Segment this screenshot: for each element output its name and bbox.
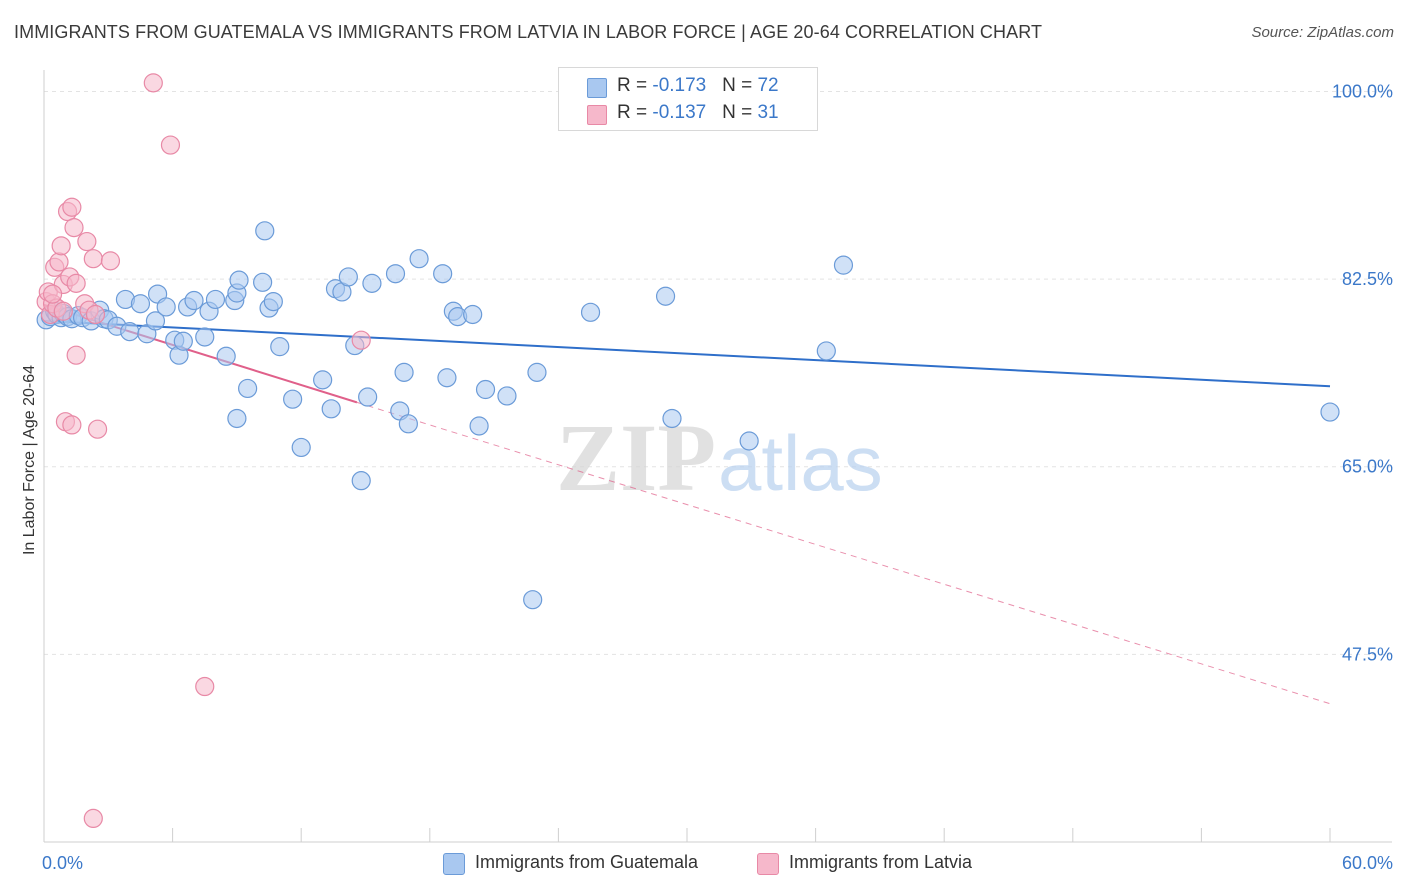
point-latvia-15 xyxy=(64,218,84,238)
trend-line-latvia-extension xyxy=(356,401,1331,705)
y-tick-label-0: 100.0% xyxy=(1332,81,1393,101)
n-value: 31 xyxy=(757,102,779,123)
y-tick-label-2: 65.0% xyxy=(1342,457,1393,477)
legend-label-guatemala: Immigrants from Guatemala xyxy=(475,852,699,872)
trend-line-guatemala xyxy=(43,319,1331,388)
r-value: -0.173 xyxy=(652,75,707,96)
point-guatemala-38 xyxy=(263,292,283,312)
point-latvia-16 xyxy=(66,273,86,293)
point-latvia-22 xyxy=(85,304,106,325)
watermark-atlas: atlas xyxy=(718,419,883,507)
point-guatemala-30 xyxy=(216,346,236,366)
point-guatemala-72 xyxy=(816,341,836,361)
point-guatemala-29 xyxy=(205,289,226,310)
point-guatemala-26 xyxy=(184,290,204,311)
point-guatemala-47 xyxy=(338,267,358,287)
r-value: -0.137 xyxy=(652,102,707,123)
point-guatemala-19 xyxy=(145,311,166,331)
point-latvia-24 xyxy=(100,251,121,271)
point-guatemala-39 xyxy=(255,221,275,241)
point-guatemala-61 xyxy=(463,304,483,325)
point-guatemala-17 xyxy=(130,294,151,314)
point-guatemala-69 xyxy=(662,408,682,429)
trend-lines xyxy=(43,303,1331,705)
point-latvia-25 xyxy=(143,73,163,93)
latvia-swatch xyxy=(587,105,607,125)
point-latvia-28 xyxy=(351,330,371,350)
x-tick-label-0: 0.0% xyxy=(42,853,83,873)
point-latvia-19 xyxy=(77,231,97,252)
tick-labels: 100.0% 82.5% 65.0% 47.5% 0.0% 60.0% xyxy=(42,81,1393,873)
point-guatemala-58 xyxy=(437,368,457,388)
r-label: R = xyxy=(617,102,653,123)
point-guatemala-36 xyxy=(253,272,273,292)
point-latvia-14 xyxy=(62,415,82,435)
point-guatemala-15 xyxy=(120,322,140,342)
source-credit: Source: ZipAtlas.com xyxy=(1251,24,1394,41)
point-guatemala-62 xyxy=(469,416,489,436)
point-guatemala-44 xyxy=(321,399,341,419)
x-tick-label-1: 60.0% xyxy=(1342,853,1393,873)
point-guatemala-56 xyxy=(409,249,429,269)
point-latvia-21 xyxy=(83,249,103,269)
point-guatemala-66 xyxy=(527,362,547,382)
point-guatemala-73 xyxy=(833,255,854,275)
point-guatemala-68 xyxy=(655,286,676,306)
gridlines xyxy=(44,90,1392,655)
guatemala-swatch xyxy=(587,78,607,98)
point-guatemala-42 xyxy=(291,437,311,458)
axes xyxy=(43,70,1392,843)
point-guatemala-21 xyxy=(156,297,176,317)
guatemala-legend-swatch xyxy=(443,853,465,875)
point-latvia-30 xyxy=(42,284,63,304)
point-guatemala-65 xyxy=(523,590,543,610)
n-label: N = xyxy=(722,102,758,123)
point-guatemala-55 xyxy=(398,414,418,434)
point-guatemala-57 xyxy=(433,264,453,284)
point-guatemala-34 xyxy=(238,378,258,399)
watermark: ZIP atlas xyxy=(556,404,883,511)
point-latvia-29 xyxy=(83,808,103,829)
point-guatemala-27 xyxy=(195,327,215,347)
point-guatemala-33 xyxy=(229,270,249,290)
point-latvia-7 xyxy=(51,236,71,256)
point-latvia-13 xyxy=(62,197,82,217)
point-guatemala-71 xyxy=(739,431,759,451)
point-latvia-27 xyxy=(195,676,215,697)
point-guatemala-41 xyxy=(270,337,290,357)
latvia-legend-swatch xyxy=(757,853,779,875)
point-guatemala-35 xyxy=(227,408,247,429)
point-latvia-23 xyxy=(87,419,108,439)
point-guatemala-54 xyxy=(394,362,414,382)
point-guatemala-49 xyxy=(351,471,371,491)
data-points xyxy=(36,72,1340,829)
watermark-zip: ZIP xyxy=(556,404,716,511)
point-latvia-6 xyxy=(49,252,69,272)
point-guatemala-51 xyxy=(362,273,382,293)
point-latvia-8 xyxy=(53,301,73,321)
y-tick-label-1: 82.5% xyxy=(1342,269,1393,289)
point-guatemala-50 xyxy=(358,387,378,407)
point-guatemala-67 xyxy=(580,302,601,322)
r-label: R = xyxy=(617,75,653,96)
point-guatemala-24 xyxy=(173,331,193,351)
stats-legend: R = -0.173 N = 72 R = -0.137 N = 31 xyxy=(558,67,818,131)
point-guatemala-52 xyxy=(385,264,406,284)
point-guatemala-43 xyxy=(313,370,333,390)
n-value: 72 xyxy=(757,75,779,96)
point-guatemala-74 xyxy=(1320,402,1340,422)
series-legend: Immigrants from Guatemala Immigrants fro… xyxy=(0,851,1406,879)
point-latvia-17 xyxy=(66,345,86,365)
point-guatemala-40 xyxy=(283,389,303,409)
point-guatemala-63 xyxy=(475,379,496,400)
chart-title: IMMIGRANTS FROM GUATEMALA VS IMMIGRANTS … xyxy=(14,22,1043,42)
legend-label-latvia: Immigrants from Latvia xyxy=(789,852,973,872)
y-tick-label-3: 47.5% xyxy=(1342,644,1393,664)
point-guatemala-64 xyxy=(497,386,517,406)
n-label: N = xyxy=(722,75,758,96)
point-latvia-26 xyxy=(160,135,181,155)
